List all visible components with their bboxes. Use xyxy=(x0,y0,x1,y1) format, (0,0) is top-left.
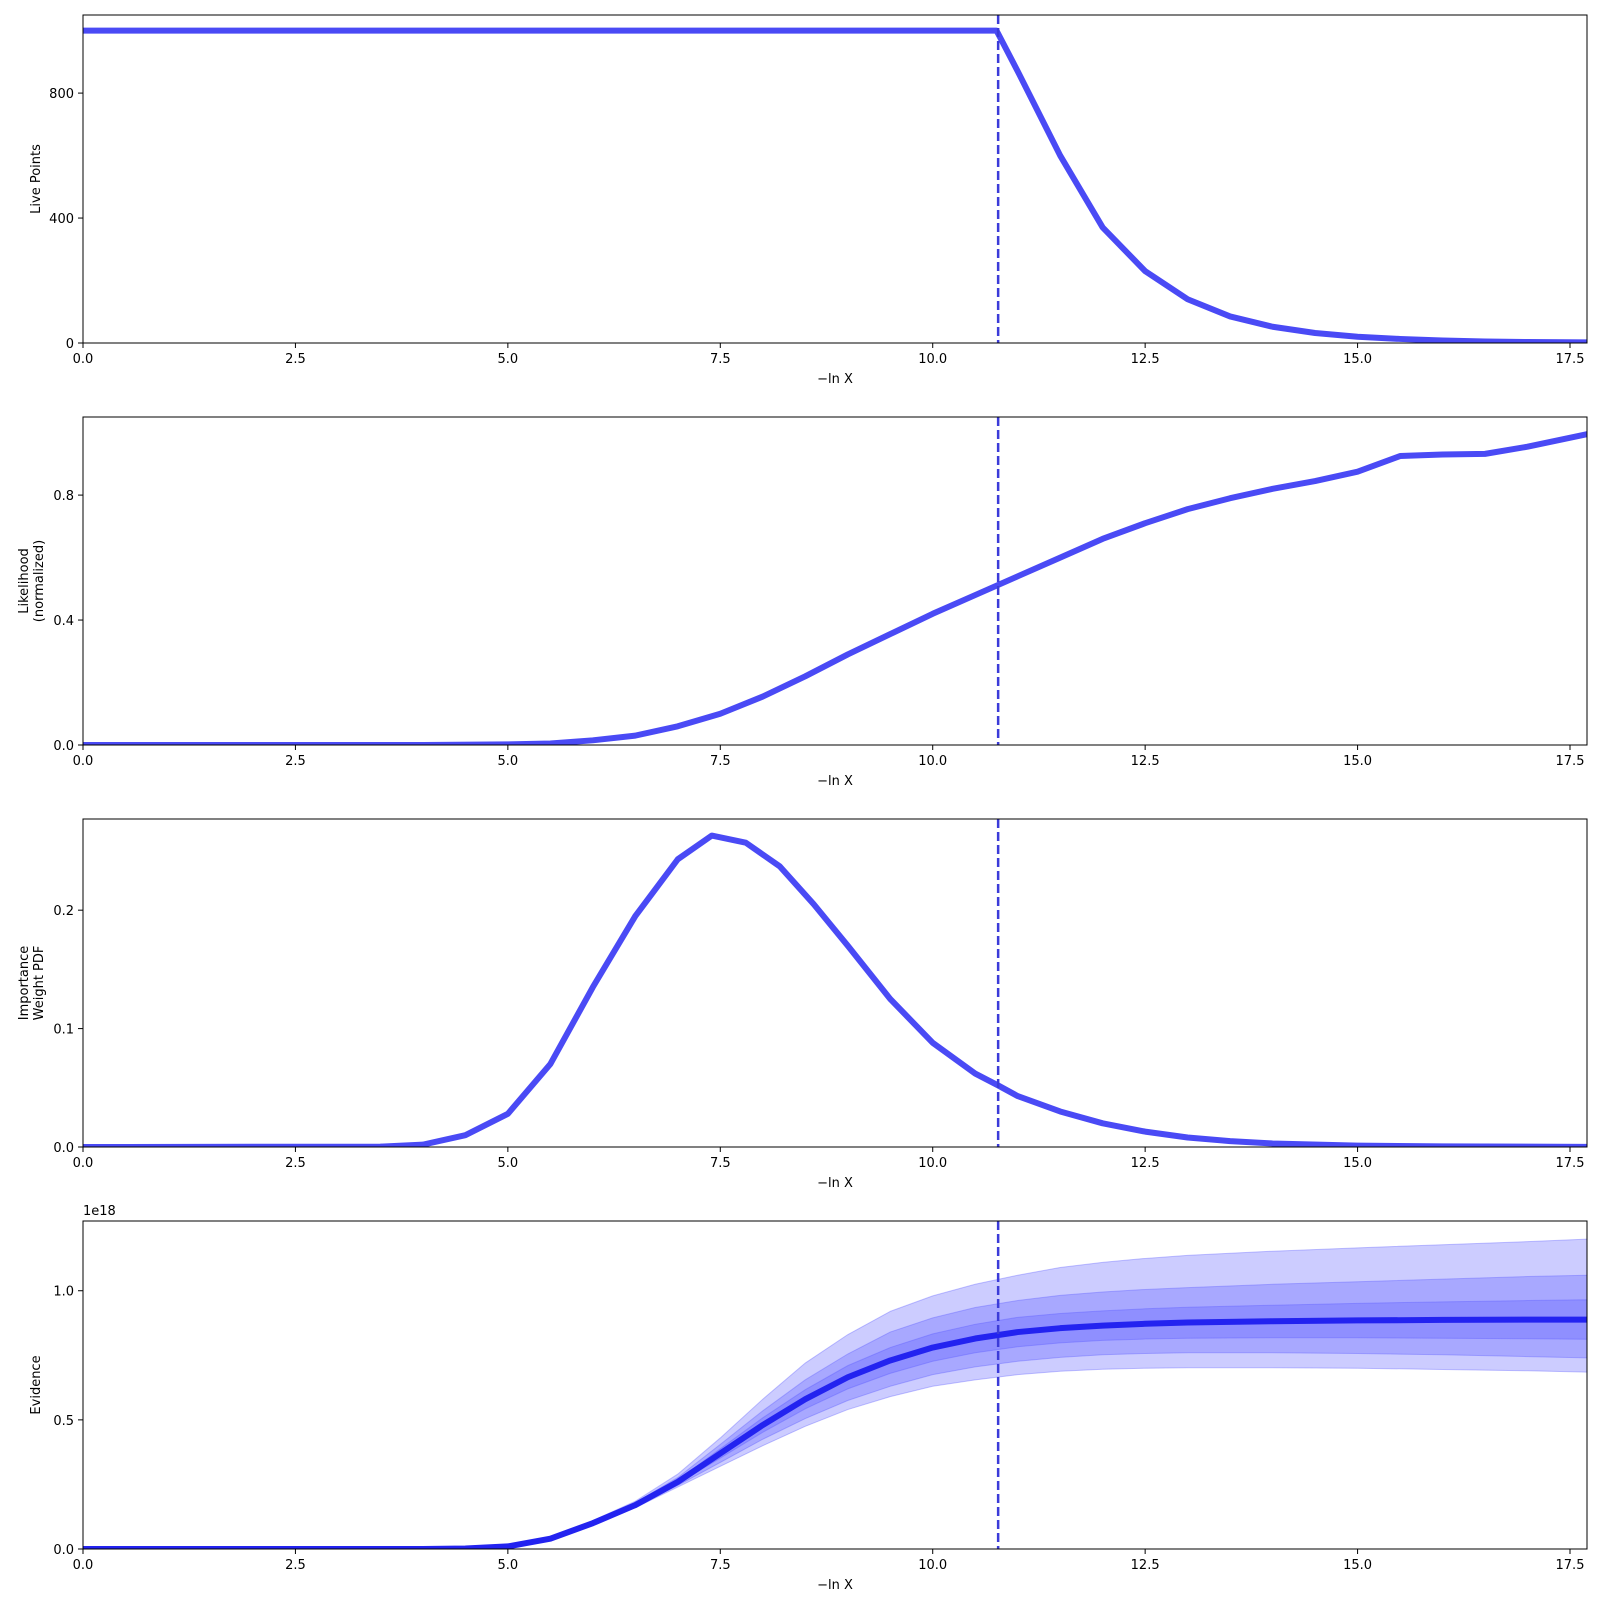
y-tick-label: 400 xyxy=(49,212,74,227)
evidence-band-3-sigma xyxy=(83,1238,1587,1549)
x-axis-label: −ln X xyxy=(817,372,853,387)
x-tick-label: 12.5 xyxy=(1131,1558,1160,1573)
axes-frame xyxy=(82,818,1588,1148)
evidence-median-line xyxy=(83,1316,1587,1549)
x-tick-label: 10.0 xyxy=(918,754,947,769)
x-tick-label: 10.0 xyxy=(918,352,947,367)
x-tick-label: 2.5 xyxy=(285,1156,306,1171)
y-axis-label: Evidence xyxy=(29,1355,44,1414)
x-tick-label: 7.5 xyxy=(710,1558,731,1573)
x-tick-label: 10.0 xyxy=(918,1156,947,1171)
x-tick-label: 5.0 xyxy=(498,754,519,769)
x-tick-label: 15.0 xyxy=(1343,1558,1372,1573)
x-tick-label: 0.0 xyxy=(73,1156,94,1171)
y-axis-label: ImportanceWeight PDF xyxy=(17,946,47,1021)
x-tick-label: 15.0 xyxy=(1343,1156,1372,1171)
y-axis-label: Likelihood(normalized) xyxy=(17,540,47,622)
y-tick-label: 0.0 xyxy=(53,739,74,754)
plot-area xyxy=(83,417,1587,745)
x-tick-label: 2.5 xyxy=(285,1558,306,1573)
x-tick-label: 12.5 xyxy=(1131,352,1160,367)
evidence-band-2-sigma xyxy=(83,1274,1587,1549)
x-tick-label: 5.0 xyxy=(498,1156,519,1171)
plot-area xyxy=(83,819,1587,1147)
x-tick-label: 2.5 xyxy=(285,754,306,769)
x-tick-label: 17.5 xyxy=(1556,1558,1585,1573)
panel-1: 0.0 2.5 5.0 7.5 10.0 12.5 15.0 17.5 0 400 800 −ln X… xyxy=(29,14,1588,387)
x-tick-label: 2.5 xyxy=(285,352,306,367)
y-tick-label: 0.0 xyxy=(53,1141,74,1156)
x-tick-label: 7.5 xyxy=(710,352,731,367)
y-tick-label: 0.0 xyxy=(53,1543,74,1558)
y-offset-label: 1e18 xyxy=(83,1204,116,1219)
panel-3: 0.0 2.5 5.0 7.5 10.0 12.5 15.0 17.5 0.0 0.1 0.2 −ln… xyxy=(17,818,1588,1191)
series-line xyxy=(83,431,1587,745)
series-line xyxy=(83,832,1587,1147)
x-tick-label: 7.5 xyxy=(710,754,731,769)
x-axis-label: −ln X xyxy=(817,774,853,789)
plot-area xyxy=(83,1221,1587,1549)
x-tick-label: 7.5 xyxy=(710,1156,731,1171)
x-tick-label: 0.0 xyxy=(73,754,94,769)
panel-2: 0.0 2.5 5.0 7.5 10.0 12.5 15.0 17.5 0.0 0.4 0.8 −ln… xyxy=(17,416,1588,789)
x-axis-label: −ln X xyxy=(817,1578,853,1593)
y-tick-label: 0.2 xyxy=(53,904,74,919)
x-tick-label: 15.0 xyxy=(1343,754,1372,769)
x-tick-label: 10.0 xyxy=(918,1558,947,1573)
x-tick-label: 12.5 xyxy=(1131,754,1160,769)
y-tick-label: 0.4 xyxy=(53,614,74,629)
y-tick-label: 0.1 xyxy=(53,1023,74,1038)
x-tick-label: 5.0 xyxy=(498,1558,519,1573)
evidence-band-1-sigma xyxy=(83,1299,1587,1549)
x-tick-label: 0.0 xyxy=(73,352,94,367)
y-axis-label: Live Points xyxy=(29,144,44,214)
x-tick-label: 0.0 xyxy=(73,1558,94,1573)
panel-4: 0.0 2.5 5.0 7.5 10.0 12.5 15.0 17.5 0.0 0.5 1.0 −ln… xyxy=(29,1204,1588,1593)
x-tick-label: 17.5 xyxy=(1556,1156,1585,1171)
y-tick-label: 0.5 xyxy=(53,1414,74,1429)
series-line xyxy=(83,27,1587,343)
axes-frame xyxy=(82,416,1588,746)
plot-area xyxy=(83,15,1587,343)
axes-frame xyxy=(82,14,1588,344)
y-tick-label: 800 xyxy=(49,87,74,102)
x-tick-label: 17.5 xyxy=(1556,754,1585,769)
x-tick-label: 15.0 xyxy=(1343,352,1372,367)
x-tick-label: 12.5 xyxy=(1131,1156,1160,1171)
x-tick-label: 5.0 xyxy=(498,352,519,367)
y-tick-label: 1.0 xyxy=(53,1285,74,1300)
axes-frame xyxy=(82,1220,1588,1550)
y-tick-label: 0 xyxy=(66,337,74,352)
x-axis-label: −ln X xyxy=(817,1176,853,1191)
y-tick-label: 0.8 xyxy=(53,489,74,504)
x-tick-label: 17.5 xyxy=(1556,352,1585,367)
